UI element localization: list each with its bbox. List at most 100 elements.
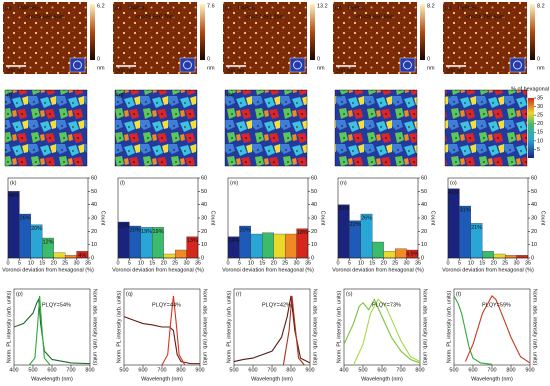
x-tick-label: 700 bbox=[157, 367, 166, 373]
bar bbox=[516, 255, 529, 259]
colorbar-max: 7.6 bbox=[207, 3, 215, 9]
y2-axis-label: Norm. abs. intensity (arb. units) bbox=[312, 289, 318, 366]
x-tick-label: 10 bbox=[28, 260, 34, 266]
x-tick-label: 10 bbox=[248, 260, 254, 266]
x-tick-label: 500 bbox=[28, 367, 37, 373]
y-axis-label: Count bbox=[430, 211, 436, 226]
x-tick-label: 600 bbox=[138, 367, 147, 373]
bar bbox=[337, 204, 350, 259]
bar-label: 26% bbox=[20, 215, 31, 221]
bar bbox=[7, 191, 20, 259]
x-tick-label: 600 bbox=[248, 367, 257, 373]
x-tick-label: 900 bbox=[525, 367, 534, 373]
fft-ring bbox=[73, 60, 82, 70]
y-axis-label: Norm. PL intensity (arb. units) bbox=[446, 291, 452, 364]
y-tick-label: 10 bbox=[311, 242, 317, 248]
x-tick-label: 800 bbox=[506, 367, 515, 373]
voronoi-map bbox=[444, 89, 528, 167]
x-tick-label: 20 bbox=[161, 260, 167, 266]
annotation: PLQY=73% bbox=[372, 302, 401, 308]
bar bbox=[459, 205, 472, 259]
bar bbox=[372, 241, 384, 259]
panel-label: (c) bbox=[225, 5, 232, 11]
spectrum-line bbox=[28, 295, 51, 366]
bar-label: 41% bbox=[448, 190, 459, 196]
voronoi-map bbox=[334, 89, 418, 167]
x-axis-label: Voronoi deviation from hexagonal (%) bbox=[112, 267, 204, 273]
bar-label: 40% bbox=[8, 193, 19, 199]
bar-label: 21% bbox=[471, 225, 482, 231]
y2-axis-label: Norm. abs. intensity (arb. units) bbox=[92, 289, 98, 366]
y-tick-label: 30 bbox=[311, 215, 317, 221]
y-tick-label: 40 bbox=[421, 202, 427, 208]
colorbar-tick-label: 10 bbox=[537, 138, 543, 144]
bar-label: 20% bbox=[240, 227, 251, 233]
voronoi-map bbox=[224, 89, 308, 167]
y-tick-label: 20 bbox=[531, 229, 537, 235]
y-tick-label: 60 bbox=[531, 175, 537, 181]
x-tick-label: 30 bbox=[184, 260, 190, 266]
x-tick-label: 700 bbox=[66, 367, 75, 373]
panel-label: (l) bbox=[120, 180, 125, 186]
x-tick-label: 600 bbox=[377, 367, 386, 373]
colorbar-title: % of hexagonal bbox=[511, 86, 549, 92]
x-tick-label: 500 bbox=[358, 367, 367, 373]
mean-height: <h>=5.6±0.5nm bbox=[26, 14, 65, 20]
colorbar-unit: nm bbox=[427, 65, 435, 71]
x-tick-label: 10 bbox=[138, 260, 144, 266]
fft-inset bbox=[399, 57, 416, 73]
panel-label: (j) bbox=[447, 92, 452, 98]
x-tick-label: 0 bbox=[226, 260, 229, 266]
x-tick-label: 25 bbox=[282, 260, 288, 266]
fft-inset bbox=[69, 57, 86, 73]
x-tick-label: 0 bbox=[116, 260, 119, 266]
x-axis-label: Wavelength (nm) bbox=[251, 376, 293, 382]
colorbar-max: 6.2 bbox=[97, 3, 105, 9]
colorbar-unit: nm bbox=[537, 65, 545, 71]
y2-axis-label: Norm. abs. intensity (arb. units) bbox=[532, 289, 538, 366]
y-tick-label: 20 bbox=[311, 229, 317, 235]
y-tick-label: 60 bbox=[201, 175, 207, 181]
bar-label: 22% bbox=[118, 223, 129, 229]
y-axis-label: Count bbox=[540, 211, 546, 226]
y2-axis-label: Norm. abs. intensity (arb. units) bbox=[202, 289, 208, 366]
y-tick-label: 30 bbox=[421, 215, 427, 221]
scale-bar-label: 200 nm bbox=[226, 68, 245, 74]
x-tick-label: 35 bbox=[85, 260, 91, 266]
panel-label: (h) bbox=[227, 92, 234, 98]
colorbar bbox=[310, 4, 315, 60]
x-tick-label: 15 bbox=[39, 260, 45, 266]
material: MAPbI₃ bbox=[128, 5, 147, 11]
panel-label: (f) bbox=[7, 92, 12, 98]
y-tick-label: 50 bbox=[531, 189, 537, 195]
x-tick-label: 700 bbox=[487, 367, 496, 373]
bar bbox=[504, 255, 517, 259]
bar bbox=[394, 248, 407, 259]
bar bbox=[64, 255, 77, 259]
spectrum-line bbox=[161, 295, 186, 366]
y-tick-label: 0 bbox=[311, 255, 314, 261]
y-axis-label: Norm. PL intensity (arb. units) bbox=[116, 291, 122, 364]
y-tick-label: 0 bbox=[91, 255, 94, 261]
x-tick-label: 600 bbox=[47, 367, 56, 373]
y-tick-label: 0 bbox=[201, 255, 204, 261]
panel-label: (r) bbox=[236, 291, 242, 297]
panel-label: (q) bbox=[126, 291, 133, 297]
y-axis-label: Count bbox=[100, 211, 106, 226]
y-axis-label: Count bbox=[210, 211, 216, 226]
colorbar-unit: nm bbox=[207, 65, 215, 71]
bar bbox=[273, 233, 286, 259]
colorbar-tick-label: 15 bbox=[537, 130, 543, 136]
x-tick-label: 15 bbox=[259, 260, 265, 266]
bar-label: 4% bbox=[78, 253, 86, 259]
bar bbox=[262, 232, 274, 259]
panel-label: (k) bbox=[10, 180, 17, 186]
bar bbox=[53, 252, 66, 259]
colorbar-tick-label: 35 bbox=[537, 95, 543, 101]
spectrum-line bbox=[353, 298, 421, 366]
mean-height: <h>=7.4±1.2nm bbox=[246, 14, 285, 20]
x-tick-label: 10 bbox=[468, 260, 474, 266]
y-tick-label: 50 bbox=[201, 189, 207, 195]
colorbar-min: 0 bbox=[97, 56, 100, 62]
y-axis-label: Norm. PL intensity (arb. units) bbox=[6, 291, 12, 364]
